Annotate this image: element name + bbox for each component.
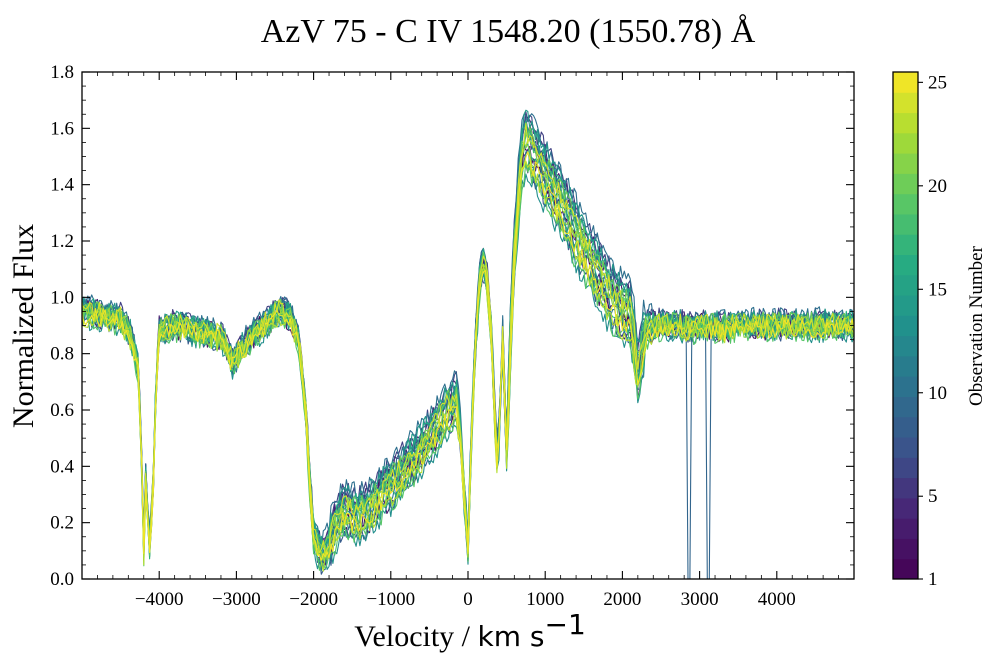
colorbar-block [893,112,918,134]
x-axis-label-unit-exponent: −1 [545,608,586,641]
colorbar-frame [892,71,919,580]
colorbar-block [893,295,918,316]
x-tick-label: −4000 [135,589,184,610]
chart-title: AzV 75 - C IV 1548.20 (1550.78) Å [261,13,756,50]
colorbar-block [893,538,918,560]
series-line-obs-3 [82,159,854,570]
y-axis-ticks: 0.0 0.2 0.4 0.6 0.8 1.0 1.2 1.4 1.6 1.8 [50,62,854,590]
colorbar-tick-label: 20 [928,176,947,197]
x-tick-label: 4000 [758,589,796,610]
colorbar-block [893,355,918,377]
colorbar-block [893,437,918,458]
colorbar-block [893,173,918,195]
series-line-obs-15 [82,142,854,561]
colorbar-gradient [893,72,918,580]
y-tick-label: 1.4 [50,175,74,196]
y-axis-label: Normalized Flux [7,224,40,428]
colorbar-block [893,416,918,438]
colorbar-tick-label: 1 [928,569,938,590]
colorbar-block [893,396,918,418]
colorbar-block [893,153,918,174]
y-tick-label: 0.4 [50,456,74,477]
x-tick-label: 1000 [526,589,564,610]
series-line-obs-21 [82,144,854,562]
colorbar-block [893,477,918,499]
x-tick-label: −1000 [366,589,415,610]
series-line-obs-8 [82,163,854,575]
series-line-obs-19 [82,160,854,571]
x-axis-label-main: Velocity / [354,620,477,653]
y-tick-label: 0.2 [50,513,74,534]
colorbar-block [893,72,918,93]
colorbar-block [893,193,918,215]
series-line-obs-23 [82,160,854,572]
y-tick-label: 1.2 [50,231,74,252]
series-line-obs-5 [82,146,854,565]
plot-area: −4000 −3000 −2000 −1000 0 1000 2000 3000 4000 0.… [50,62,855,610]
colorbar-block [893,497,918,519]
colorbar-block [893,457,918,479]
colorbar-block [893,315,918,337]
x-tick-label: 2000 [603,589,641,610]
series-line-obs-11 [82,150,854,572]
series-lines [82,109,854,579]
colorbar-block [893,518,918,539]
x-axis-label: Velocity / km s−1 [354,608,586,653]
colorbar-block [893,132,918,154]
y-tick-label: 0.0 [50,569,74,590]
colorbar-block [893,558,918,580]
colorbar-block [893,234,918,256]
colorbar-block [893,376,918,397]
series-line-obs-1 [82,145,854,565]
colorbar-label: Observation Number [966,245,987,406]
series-line-obs-22 [82,139,854,559]
y-tick-label: 0.8 [50,344,74,365]
x-tick-label: 3000 [681,589,719,610]
colorbar-block [893,335,918,357]
x-tick-label: −3000 [212,589,261,610]
series-line-obs-25 [82,151,854,561]
colorbar-tick-label: 10 [928,383,947,404]
series-line-obs-9 [82,118,854,579]
series-line-obs-7 [82,125,854,561]
x-tick-label: −2000 [289,589,338,610]
y-tick-label: 1.6 [50,118,74,139]
series-line-obs-17 [82,152,854,563]
colorbar-tick-label: 5 [928,486,938,507]
colorbar-block [893,254,918,276]
colorbar-tick-label: 25 [928,72,947,93]
colorbar-block [893,274,918,296]
x-axis-ticks: −4000 −3000 −2000 −1000 0 1000 2000 3000 4000 [97,72,839,610]
x-tick-label: 0 [463,589,473,610]
colorbar-block [893,92,918,114]
x-axis-label-unit: km s [478,620,545,653]
y-tick-label: 0.6 [50,400,74,421]
y-tick-label: 1.0 [50,287,74,308]
colorbar-tick-label: 15 [928,279,947,300]
y-tick-label: 1.8 [50,62,74,83]
colorbar-block [893,213,918,235]
series-line-obs-13 [82,173,854,570]
